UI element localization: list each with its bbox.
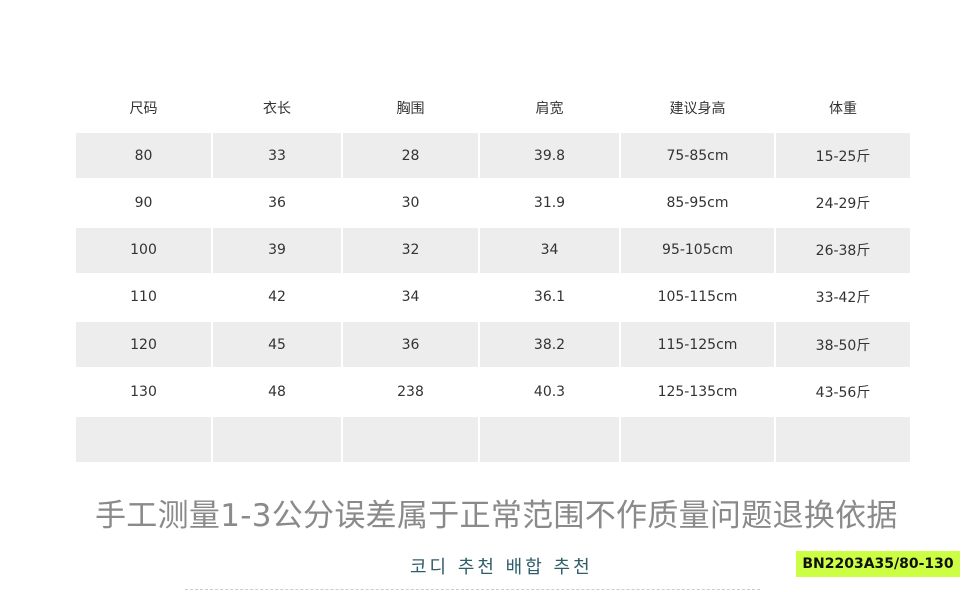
table-cell: 115-125cm [621,322,774,368]
table-cell: 24-29斤 [815,195,871,212]
product-code-badge: BN2203A35/80-130 [796,551,960,577]
table-row [76,416,912,462]
table-cell: 90 [134,194,153,211]
table-cell: 36 [268,194,286,211]
table-cell: 38-50斤 [776,322,910,368]
table-cell [776,416,910,462]
dashed-divider [185,589,760,590]
table-cell: 45 [213,322,341,368]
header-cell: 肩宽 [535,100,564,117]
table-header: 尺码 衣长 胸围 肩宽 建议身高 体重 [76,85,912,130]
measurement-note: 手工测量1-3公分误差属于正常范围不作质量问题退换依据 [95,498,898,534]
table-cell [480,416,619,462]
table-cell [76,416,211,462]
table-cell: 110 [130,289,157,306]
table-cell: 15-25斤 [776,133,910,178]
table-cell: 36.1 [533,289,566,306]
table-row: 80 33 28 39.8 75-85cm 15-25斤 [76,133,912,178]
table-row: 120 45 36 38.2 115-125cm 38-50斤 [76,322,912,368]
table-cell: 39.8 [480,133,619,178]
coordination-recommendation-label: 코디 추천 배합 추천 [410,557,593,578]
size-table: 尺码 衣长 胸围 肩宽 建议身高 体重 80 33 28 39.8 75-85cm 15-25斤 90 3… [76,85,912,464]
table-cell: 26-38斤 [776,227,910,273]
table-cell: 34 [480,227,619,273]
table-cell: 125-135cm [657,383,738,400]
table-cell [621,416,774,462]
table-cell: 36 [343,322,478,368]
header-cell: 衣长 [263,100,291,117]
table-cell: 38.2 [480,322,619,368]
table-cell: 100 [76,227,211,273]
table-cell: 32 [343,227,478,273]
table-cell: 130 [130,383,157,400]
table-cell [343,416,478,462]
table-cell: 31.9 [533,194,566,211]
table-cell: 30 [401,194,420,211]
table-cell: 40.3 [533,383,566,400]
table-cell: 28 [343,133,478,178]
table-row: 90 36 30 31.9 85-95cm 24-29斤 [76,180,912,225]
table-row: 100 39 32 34 95-105cm 26-38斤 [76,227,912,273]
table-cell: 33-42斤 [815,290,871,307]
table-row: 110 42 34 36.1 105-115cm 33-42斤 [76,275,912,320]
table-cell [213,416,341,462]
table-cell: 33 [213,133,341,178]
table-cell: 105-115cm [657,289,738,306]
table-cell: 85-95cm [666,194,729,211]
header-cell: 体重 [829,100,857,117]
table-cell: 238 [397,383,424,400]
table-cell: 75-85cm [621,133,774,178]
table-cell: 43-56斤 [815,384,871,401]
table-cell: 48 [268,383,286,400]
table-cell: 42 [268,289,286,306]
header-cell: 胸围 [396,100,425,117]
table-cell: 80 [76,133,211,178]
table-cell: 95-105cm [621,227,774,273]
table-cell: 120 [76,322,211,368]
table-cell: 34 [401,289,420,306]
header-cell: 尺码 [129,100,158,117]
table-row: 130 48 238 40.3 125-135cm 43-56斤 [76,369,912,414]
table-cell: 39 [213,227,341,273]
header-cell: 建议身高 [669,100,726,117]
